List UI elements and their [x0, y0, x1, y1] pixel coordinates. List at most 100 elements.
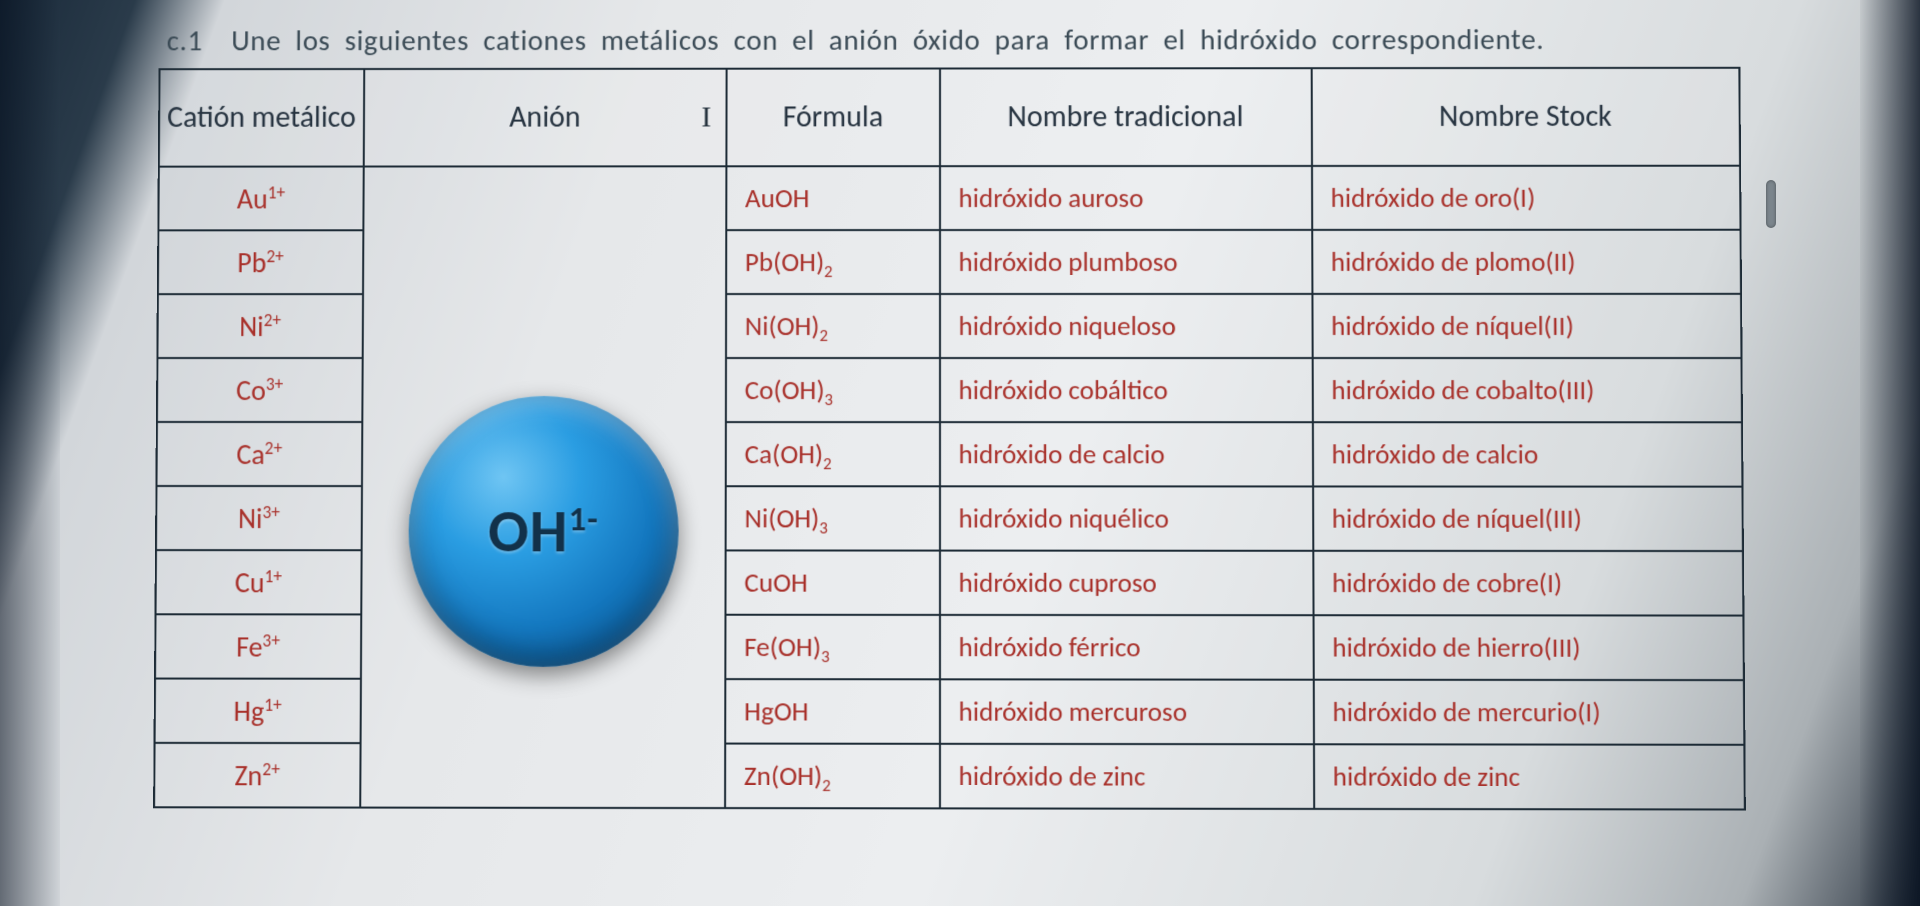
- stock-value: hidróxido de plomo(II): [1313, 241, 1740, 282]
- header-anion: Anión I: [364, 69, 727, 167]
- formula-sub: 3: [821, 647, 830, 667]
- cation-charge: 1+: [264, 693, 282, 715]
- cation-base: Hg: [233, 693, 264, 728]
- cation-cell: Ca2+: [156, 422, 362, 486]
- traditional-value: hidróxido niqueloso: [941, 306, 1312, 347]
- cation-value: Ca2+: [158, 433, 362, 476]
- cation-cell: Ni3+: [156, 486, 362, 550]
- cation-cell: Co3+: [157, 358, 363, 422]
- cation-cell: Pb2+: [158, 230, 363, 294]
- formula-cell: Ca(OH)2: [726, 422, 940, 486]
- traditional-value: hidróxido mercuroso: [941, 691, 1313, 733]
- formula-sub: 2: [822, 776, 831, 796]
- formula-pre: Ca(OH): [745, 438, 823, 471]
- stock-cell: hidróxido de cobre(I): [1313, 551, 1744, 616]
- cation-base: Cu: [235, 565, 265, 600]
- formula-pre: Zn(OH): [744, 759, 822, 792]
- stock-value: hidróxido de zinc: [1315, 756, 1744, 798]
- traditional-cell: hidróxido cobáltico: [940, 358, 1313, 422]
- formula-value: Fe(OH)3: [726, 626, 938, 667]
- formula-pre: Ni(OH): [745, 502, 820, 535]
- traditional-cell: hidróxido auroso: [940, 166, 1312, 230]
- traditional-value: hidróxido férrico: [941, 627, 1313, 669]
- formula-cell: Ni(OH)2: [726, 294, 940, 358]
- header-stock-label: Nombre Stock: [1312, 69, 1739, 165]
- cation-value: Hg1+: [156, 689, 360, 732]
- formula-pre: HgOH: [744, 695, 808, 728]
- formula-pre: CuOH: [744, 566, 807, 599]
- cation-base: Zn: [234, 758, 262, 793]
- cation-charge: 2+: [265, 436, 283, 458]
- cation-cell: Cu1+: [156, 550, 362, 614]
- formula-cell: Ni(OH)3: [725, 486, 939, 550]
- traditional-value: hidróxido de zinc: [941, 756, 1313, 798]
- cation-charge: 1+: [265, 565, 283, 587]
- anion-charge: 1-: [568, 498, 598, 540]
- stock-cell: hidróxido de hierro(III): [1313, 615, 1744, 680]
- stock-cell: hidróxido de calcio: [1312, 422, 1742, 486]
- cation-value: Fe3+: [156, 625, 360, 668]
- traditional-cell: hidróxido niqueloso: [940, 294, 1313, 358]
- worksheet-page: c.1 Une los siguientes cationes metálico…: [152, 20, 1746, 901]
- anion-cell: OH1-: [360, 166, 726, 808]
- header-cation: Catión metálico: [159, 69, 364, 167]
- stock-cell: hidróxido de plomo(II): [1312, 230, 1741, 294]
- header-row: Catión metálico Anión I Fórmula Nombre t…: [159, 68, 1740, 167]
- cation-charge: 2+: [264, 308, 282, 330]
- formula-cell: AuOH: [726, 166, 939, 230]
- cation-cell: Fe3+: [155, 614, 361, 678]
- formula-value: Pb(OH)2: [727, 242, 939, 283]
- cation-charge: 1+: [268, 181, 286, 203]
- cation-charge: 3+: [266, 372, 284, 394]
- cation-value: Au1+: [159, 177, 362, 220]
- header-formula: Fórmula: [726, 69, 939, 167]
- formula-sub: 2: [820, 326, 829, 346]
- header-formula-label: Fórmula: [727, 70, 938, 166]
- anion-base: OH: [488, 495, 569, 568]
- cation-base: Fe: [236, 629, 263, 664]
- formula-value: Ca(OH)2: [727, 434, 939, 475]
- cation-value: Co3+: [158, 369, 361, 412]
- scrollbar-stub: [1766, 180, 1776, 228]
- formula-sub: 3: [824, 390, 833, 410]
- stock-cell: hidróxido de mercurio(I): [1313, 680, 1744, 745]
- formula-cell: Co(OH)3: [726, 358, 940, 422]
- traditional-cell: hidróxido plumboso: [940, 230, 1312, 294]
- traditional-cell: hidróxido niquélico: [940, 486, 1313, 550]
- cation-base: Ca: [236, 437, 264, 472]
- cation-charge: 2+: [262, 757, 280, 779]
- formula-value: AuOH: [727, 178, 938, 219]
- formula-sub: 2: [823, 454, 832, 474]
- formula-value: Co(OH)3: [727, 370, 939, 411]
- stock-value: hidróxido de níquel(II): [1313, 306, 1740, 347]
- stock-cell: hidróxido de cobalto(III): [1312, 358, 1742, 422]
- traditional-value: hidróxido plumboso: [941, 242, 1311, 283]
- question-prompt: c.1 Une los siguientes cationes metálico…: [167, 20, 1733, 60]
- formula-value: Zn(OH)2: [726, 755, 939, 797]
- cation-value: Cu1+: [157, 561, 361, 604]
- formula-sub: 2: [824, 262, 832, 282]
- header-stock: Nombre Stock: [1311, 68, 1740, 166]
- formula-pre: Fe(OH): [744, 630, 821, 663]
- cation-base: Ni: [239, 309, 264, 344]
- header-traditional: Nombre tradicional: [940, 68, 1312, 166]
- stock-cell: hidróxido de zinc: [1314, 744, 1745, 809]
- stock-cell: hidróxido de níquel(III): [1313, 487, 1743, 552]
- formula-cell: HgOH: [725, 679, 939, 744]
- header-cation-label: Catión metálico: [160, 70, 363, 166]
- traditional-value: hidróxido de calcio: [941, 434, 1312, 475]
- traditional-cell: hidróxido de calcio: [940, 422, 1313, 486]
- stock-value: hidróxido de calcio: [1313, 434, 1741, 475]
- formula-pre: Pb(OH): [745, 246, 824, 279]
- formula-cell: CuOH: [725, 551, 939, 615]
- formula-cell: Pb(OH)2: [726, 230, 940, 294]
- table-body: Au1+OH1-AuOHhidróxido aurosohidróxido de…: [154, 166, 1745, 810]
- traditional-cell: hidróxido cuproso: [940, 551, 1314, 616]
- cation-cell: Au1+: [158, 167, 363, 231]
- cation-base: Pb: [237, 245, 266, 280]
- hydroxides-table: Catión metálico Anión I Fórmula Nombre t…: [153, 67, 1746, 811]
- formula-cell: Zn(OH)2: [725, 744, 940, 809]
- traditional-value: hidróxido auroso: [941, 178, 1311, 219]
- stock-value: hidróxido de hierro(III): [1314, 627, 1743, 669]
- cation-base: Ni: [238, 501, 263, 536]
